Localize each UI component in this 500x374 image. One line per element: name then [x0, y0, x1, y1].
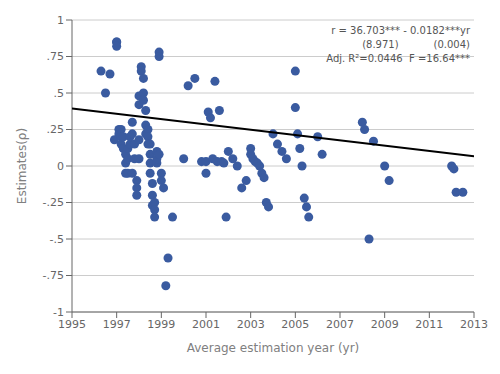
svg-text:Average estimation year (yr): Average estimation year (yr): [187, 341, 360, 355]
svg-text:Estimates(ρ): Estimates(ρ): [15, 128, 29, 204]
html-text:(8.971) (0.004): (8.971) (0.004): [362, 39, 470, 50]
svg-text:1997: 1997: [103, 318, 131, 331]
svg-text:.75: .75: [47, 50, 65, 63]
svg-text:-.25: -.25: [43, 196, 64, 209]
html-text:Adj. R²=0.0446 F =16.64***: Adj. R²=0.0446 F =16.64***: [326, 53, 470, 64]
svg-text:2001: 2001: [192, 318, 220, 331]
svg-text:2013: 2013: [460, 318, 488, 331]
svg-text:0: 0: [57, 160, 64, 173]
svg-text:1: 1: [57, 14, 64, 27]
svg-text:.5: .5: [54, 87, 65, 100]
svg-text:-.5: -.5: [50, 233, 64, 246]
svg-text:1995: 1995: [58, 318, 86, 331]
svg-text:2011: 2011: [415, 318, 443, 331]
svg-text:-.75: -.75: [43, 269, 64, 282]
svg-text:.25: .25: [47, 123, 65, 136]
svg-text:-1: -1: [53, 306, 64, 319]
svg-text:2003: 2003: [237, 318, 265, 331]
svg-text:2005: 2005: [281, 318, 309, 331]
html-text:r = 36.703*** - 0.0182***yr: r = 36.703*** - 0.0182***yr: [331, 25, 470, 36]
svg-text:1999: 1999: [147, 318, 175, 331]
svg-text:2009: 2009: [371, 318, 399, 331]
svg-text:2007: 2007: [326, 318, 354, 331]
